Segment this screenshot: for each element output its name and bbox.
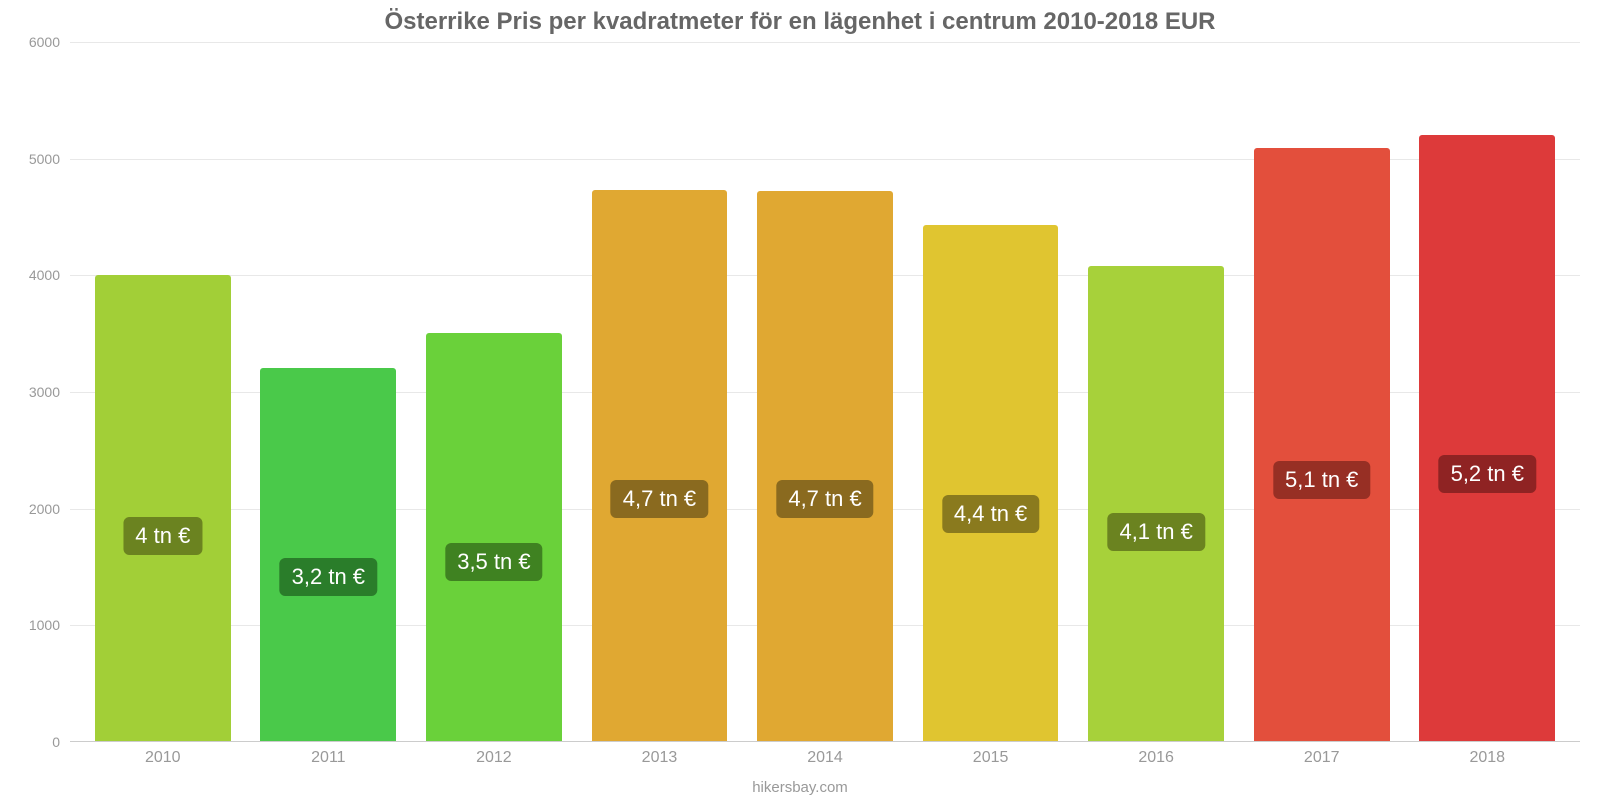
bar-value-label: 4,7 tn € (776, 480, 873, 518)
bar: 4,4 tn € (923, 225, 1059, 741)
x-tick-label: 2011 (311, 749, 345, 767)
bar: 4,7 tn € (757, 191, 893, 741)
chart-footer: hikersbay.com (0, 779, 1600, 796)
bar-value-label: 4,7 tn € (611, 480, 708, 518)
bar-value-label: 4,4 tn € (942, 495, 1039, 533)
x-tick-label: 2014 (807, 749, 843, 767)
y-tick-label: 6000 (0, 34, 60, 50)
bars-container: 4 tn €20103,2 tn €20113,5 tn €20124,7 tn… (70, 42, 1580, 741)
bar-value-label: 5,1 tn € (1273, 461, 1370, 499)
y-tick-label: 1000 (0, 617, 60, 633)
bar-slot: 4 tn €2010 (80, 42, 246, 741)
plot-area: 4 tn €20103,2 tn €20113,5 tn €20124,7 tn… (70, 42, 1580, 742)
bar-slot: 3,2 tn €2011 (246, 42, 412, 741)
bar: 5,1 tn € (1254, 148, 1390, 741)
bar: 4 tn € (95, 275, 231, 741)
x-tick-label: 2013 (642, 749, 678, 767)
bar: 4,1 tn € (1088, 266, 1224, 741)
bar-slot: 3,5 tn €2012 (411, 42, 577, 741)
bar-slot: 4,7 tn €2013 (577, 42, 743, 741)
bar-chart: Österrike Pris per kvadratmeter för en l… (0, 0, 1600, 800)
bar-slot: 4,4 tn €2015 (908, 42, 1074, 741)
bar: 3,5 tn € (426, 333, 562, 741)
y-tick-label: 5000 (0, 151, 60, 167)
y-tick-label: 0 (0, 734, 60, 750)
bar-value-label: 4,1 tn € (1107, 513, 1204, 551)
bar-value-label: 3,5 tn € (445, 543, 542, 581)
y-tick-label: 2000 (0, 501, 60, 517)
chart-title: Österrike Pris per kvadratmeter för en l… (0, 8, 1600, 36)
y-tick-label: 3000 (0, 384, 60, 400)
bar-slot: 4,7 tn €2014 (742, 42, 908, 741)
x-tick-label: 2015 (973, 749, 1009, 767)
bar-value-label: 4 tn € (123, 517, 202, 555)
x-tick-label: 2016 (1138, 749, 1174, 767)
bar-slot: 5,2 tn €2018 (1405, 42, 1571, 741)
bar: 4,7 tn € (592, 190, 728, 741)
y-tick-label: 4000 (0, 267, 60, 283)
bar-slot: 4,1 tn €2016 (1073, 42, 1239, 741)
x-tick-label: 2018 (1469, 749, 1505, 767)
bar-slot: 5,1 tn €2017 (1239, 42, 1405, 741)
x-tick-label: 2017 (1304, 749, 1340, 767)
bar: 3,2 tn € (260, 368, 396, 741)
x-tick-label: 2010 (145, 749, 181, 767)
bar-value-label: 5,2 tn € (1439, 455, 1536, 493)
bar-value-label: 3,2 tn € (280, 558, 377, 596)
bar: 5,2 tn € (1419, 135, 1555, 741)
x-tick-label: 2012 (476, 749, 512, 767)
